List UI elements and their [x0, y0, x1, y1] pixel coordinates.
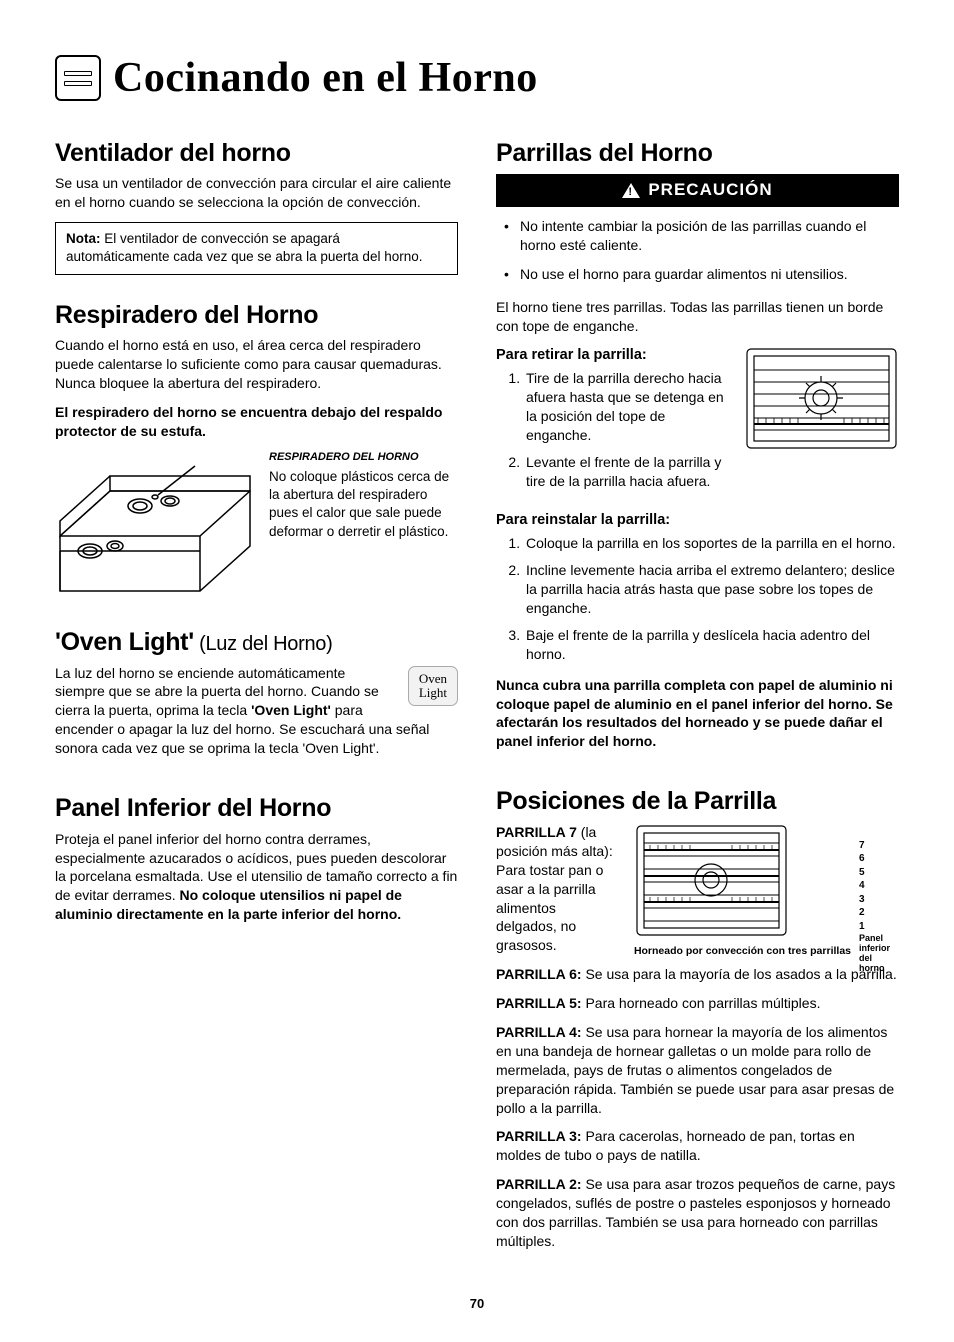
- ovenlight-badge: Oven Light: [408, 666, 458, 707]
- stove-side-col: RESPIRADERO DEL HORNO No coloque plástic…: [269, 451, 458, 541]
- ventilador-heading: Ventilador del horno: [55, 137, 458, 171]
- posiciones-heading: Posiciones de la Parrilla: [496, 785, 899, 819]
- rack-positions-icon: [634, 823, 789, 938]
- p6-text: PARRILLA 6: Se usa para la mayoría de lo…: [496, 965, 899, 984]
- respiradero-body: Cuando el horno está en uso, el área cer…: [55, 336, 458, 393]
- bullet-item: No use el horno para guardar alimentos n…: [510, 265, 899, 284]
- parrillas-intro: El horno tiene tres parrillas. Todas las…: [496, 298, 899, 336]
- badge-l2: Light: [419, 686, 447, 700]
- p5-text: PARRILLA 5: Para horneado con parrillas …: [496, 994, 899, 1013]
- page-number: 70: [55, 1295, 899, 1313]
- bullet-item: No intente cambiar la posición de las pa…: [510, 217, 899, 255]
- note-body: El ventilador de convección se apagará a…: [66, 231, 422, 264]
- ovenlight-title: 'Oven Light': [55, 628, 194, 656]
- left-column: Ventilador del horno Se usa un ventilado…: [55, 137, 458, 1261]
- parrillas-warning: Nunca cubra una parrilla completa con pa…: [496, 676, 899, 752]
- precaution-label: PRECAUCIÓN: [648, 179, 772, 202]
- list-item: Levante el frente de la parrilla y tire …: [524, 453, 899, 491]
- ventilador-body: Se usa un ventilador de convección para …: [55, 174, 458, 212]
- stove-figure: RESPIRADERO DEL HORNO No coloque plástic…: [55, 451, 458, 606]
- precaution-bar: PRECAUCIÓN: [496, 174, 899, 207]
- stove-side-text: No coloque plásticos cerca de la abertur…: [269, 468, 458, 541]
- parrillas-heading: Parrillas del Horno: [496, 137, 899, 171]
- list-item: Incline levemente hacia arriba el extrem…: [524, 561, 899, 618]
- right-column: Parrillas del Horno PRECAUCIÓN No intent…: [496, 137, 899, 1261]
- warning-icon: [622, 183, 640, 198]
- ovenlight-body: La luz del horno se enciende automáticam…: [55, 664, 458, 758]
- rack-positions-svg-wrap: Horneado por convección con tres parrill…: [634, 823, 851, 957]
- note-label: Nota:: [66, 231, 101, 246]
- stove-icon: [55, 451, 255, 601]
- panel-body: Proteja el panel inferior del horno cont…: [55, 830, 458, 924]
- badge-l1: Oven: [419, 672, 447, 686]
- panel-heading: Panel Inferior del Horno: [55, 792, 458, 826]
- respiradero-heading: Respiradero del Horno: [55, 299, 458, 333]
- respiradero-bold: El respiradero del horno se encuentra de…: [55, 403, 458, 441]
- oven-header-icon: [55, 55, 101, 101]
- rack-number-labels: 7 6 5 4 3 2 1 Panel inferior del horno: [859, 823, 899, 948]
- ventilador-note-box: Nota: El ventilador de convección se apa…: [55, 222, 458, 274]
- ovenlight-heading: 'Oven Light' (Luz del Horno): [55, 626, 458, 660]
- rack-positions-figure: Horneado por convección con tres parrill…: [634, 823, 899, 957]
- oven-rack-icon: [744, 346, 899, 451]
- p3-text: PARRILLA 3: Para cacerolas, horneado de …: [496, 1127, 899, 1165]
- oven-rack-figure-1: [744, 346, 899, 456]
- list-item: Coloque la parrilla en los soportes de l…: [524, 534, 899, 553]
- ovenlight-sub: (Luz del Horno): [194, 633, 333, 655]
- p2-text: PARRILLA 2: Se usa para asar trozos pequ…: [496, 1175, 899, 1251]
- stove-caption: RESPIRADERO DEL HORNO: [269, 451, 458, 464]
- two-column-layout: Ventilador del horno Se usa un ventilado…: [55, 137, 899, 1261]
- reinstalar-heading: Para reinstalar la parrilla:: [496, 511, 899, 531]
- list-item: Baje el frente de la parrilla y deslícel…: [524, 626, 899, 664]
- stove-svg-wrap: [55, 451, 255, 606]
- page-title: Cocinando en el Horno: [113, 50, 538, 107]
- positions-caption: Horneado por convección con tres parrill…: [634, 945, 851, 958]
- precaution-bullets: No intente cambiar la posición de las pa…: [496, 217, 899, 284]
- p4-text: PARRILLA 4: Se usa para hornear la mayor…: [496, 1023, 899, 1117]
- reinstalar-list: Coloque la parrilla en los soportes de l…: [496, 534, 899, 663]
- page-header: Cocinando en el Horno: [55, 50, 899, 107]
